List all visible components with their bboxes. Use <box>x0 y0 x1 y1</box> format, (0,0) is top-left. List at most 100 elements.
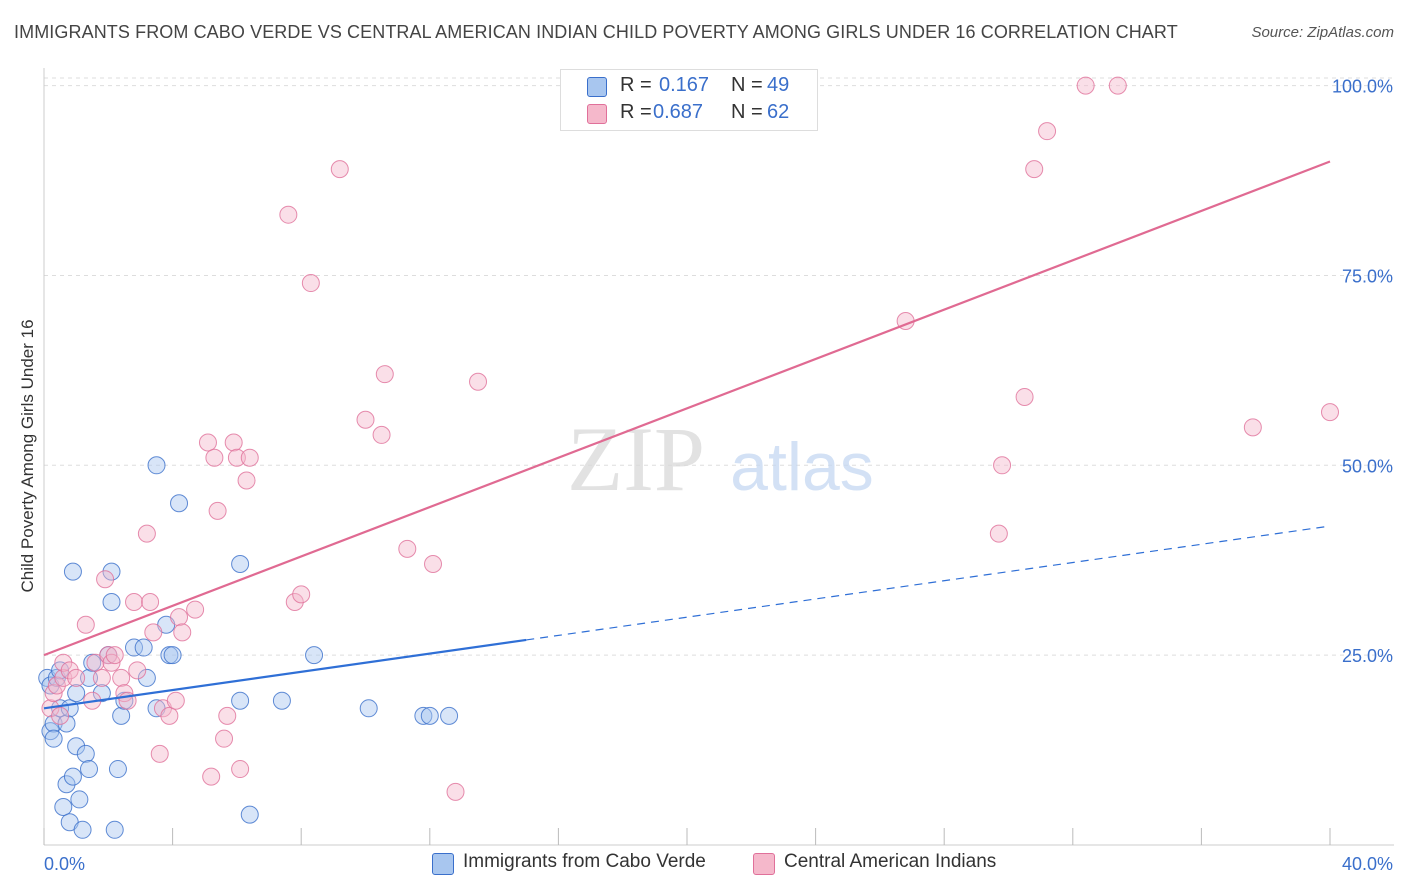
point-central-american <box>993 456 1012 475</box>
watermark-zip: ZIP <box>567 408 705 510</box>
correlation-legend: R = 0.167 N = 49 R = 0.687 N = 62 <box>560 69 818 131</box>
point-cabo-verde <box>63 767 82 786</box>
point-cabo-verde <box>92 684 111 703</box>
watermark-atlas: atlas <box>730 429 874 505</box>
point-central-american <box>202 767 221 786</box>
point-cabo-verde <box>57 714 76 733</box>
point-central-american <box>227 448 246 467</box>
point-central-american <box>1038 122 1057 141</box>
tick-labels: 25.0% 50.0% 75.0% 100.0% 0.0% 40.0% <box>44 77 1393 874</box>
point-central-american <box>301 274 320 293</box>
point-cabo-verde <box>44 714 63 733</box>
point-central-american <box>92 668 111 687</box>
point-cabo-verde <box>359 699 378 718</box>
y-tick-label: 75.0% <box>1342 266 1393 286</box>
point-central-american <box>372 425 391 444</box>
axes <box>43 68 1394 846</box>
legend-n-label: N = <box>731 74 763 96</box>
point-cabo-verde <box>57 775 76 794</box>
point-central-american <box>96 570 115 589</box>
point-cabo-verde <box>102 592 121 611</box>
point-central-american <box>160 706 179 725</box>
legend-label: Central American Indians <box>784 851 997 872</box>
point-cabo-verde <box>80 760 99 779</box>
point-central-american <box>279 205 298 224</box>
point-cabo-verde <box>137 668 156 687</box>
y-tick-label: 50.0% <box>1342 456 1393 476</box>
point-central-american <box>47 676 66 695</box>
point-central-american <box>1076 76 1095 95</box>
point-cabo-verde <box>147 456 166 475</box>
point-central-american <box>989 524 1008 543</box>
point-central-american <box>215 729 234 748</box>
point-central-american <box>1015 387 1034 406</box>
point-central-american <box>205 448 224 467</box>
point-central-american <box>424 555 443 574</box>
point-central-american <box>1108 76 1127 95</box>
point-cabo-verde <box>70 790 89 809</box>
point-cabo-verde <box>54 798 73 817</box>
point-central-american <box>105 646 124 665</box>
point-central-american <box>375 365 394 384</box>
point-central-american <box>237 471 256 490</box>
point-central-american <box>54 653 73 672</box>
legend-label: Immigrants from Cabo Verde <box>463 851 706 872</box>
point-cabo-verde <box>80 668 99 687</box>
point-cabo-verde <box>67 737 86 756</box>
point-central-american <box>446 782 465 801</box>
point-central-american <box>330 160 349 179</box>
chart-title: IMMIGRANTS FROM CABO VERDE VS CENTRAL AM… <box>14 22 1178 42</box>
point-central-american <box>67 668 86 687</box>
x-tick-label-min: 0.0% <box>44 854 85 874</box>
point-cabo-verde <box>44 729 63 748</box>
point-cabo-verde <box>231 691 250 710</box>
point-cabo-verde <box>305 646 324 665</box>
data-points <box>38 76 1339 839</box>
trend-lines <box>43 160 1331 710</box>
point-central-american <box>125 592 144 611</box>
point-cabo-verde <box>67 684 86 703</box>
point-central-american <box>1025 160 1044 179</box>
point-central-american <box>76 615 95 634</box>
legend-n-value: 49 <box>767 74 790 96</box>
legend-r-label: R = <box>620 74 652 96</box>
y-tick-label: 100.0% <box>1332 77 1393 97</box>
point-central-american <box>356 410 375 429</box>
point-cabo-verde <box>231 555 250 574</box>
legend-n-label: N = <box>731 101 763 123</box>
point-central-american <box>1321 403 1339 422</box>
point-central-american <box>292 585 311 604</box>
legend-r-value: 0.687 <box>653 101 704 123</box>
point-cabo-verde <box>73 820 92 839</box>
point-central-american <box>198 433 217 452</box>
point-central-american <box>1243 418 1262 437</box>
point-central-american <box>51 706 70 725</box>
point-central-american <box>112 668 131 687</box>
legend-swatch-pink <box>587 104 607 124</box>
point-central-american <box>137 524 156 543</box>
point-cabo-verde <box>163 646 182 665</box>
point-cabo-verde <box>125 638 144 657</box>
legend-swatch-blue <box>587 77 607 97</box>
point-central-american <box>231 760 250 779</box>
point-central-american <box>224 433 243 452</box>
point-cabo-verde <box>440 706 459 725</box>
legend-swatch-pink <box>753 853 775 875</box>
point-cabo-verde <box>112 706 131 725</box>
point-central-american <box>218 706 237 725</box>
point-central-american <box>54 668 73 687</box>
point-central-american <box>60 661 79 680</box>
source-label: Source: ZipAtlas.com <box>1251 24 1394 41</box>
legend-r-label: R = <box>620 101 652 123</box>
legend-r-value: 0.167 <box>659 74 710 96</box>
legend-n-value: 62 <box>767 101 790 123</box>
point-cabo-verde <box>414 706 433 725</box>
point-central-american <box>240 448 259 467</box>
point-cabo-verde <box>105 820 124 839</box>
point-cabo-verde <box>420 706 439 725</box>
point-central-american <box>208 501 227 520</box>
point-central-american <box>469 372 488 391</box>
legend-swatch-blue <box>432 853 454 875</box>
trend-line-cabo-verde-extrapolated <box>526 525 1331 641</box>
